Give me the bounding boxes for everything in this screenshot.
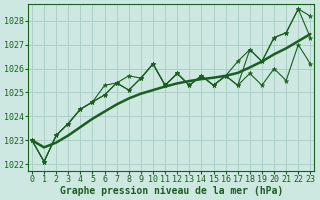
X-axis label: Graphe pression niveau de la mer (hPa): Graphe pression niveau de la mer (hPa) bbox=[60, 186, 283, 196]
